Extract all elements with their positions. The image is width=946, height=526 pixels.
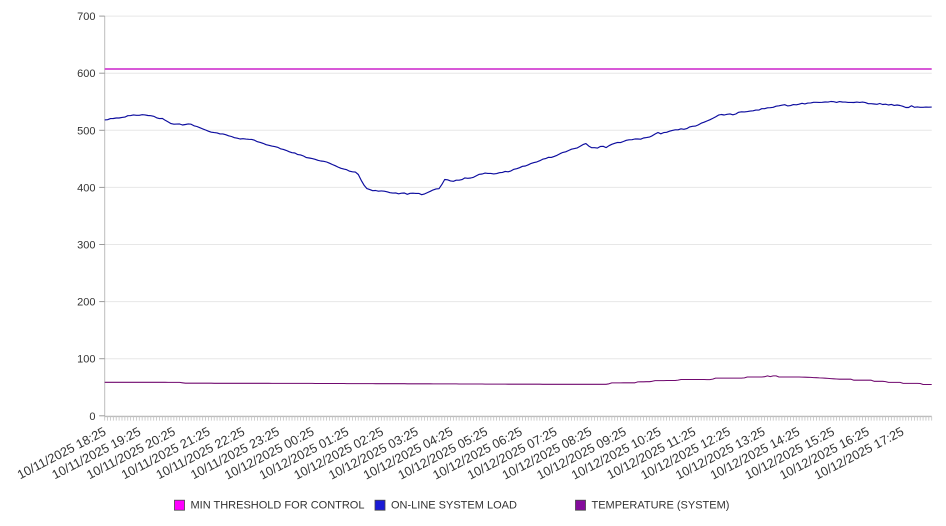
svg-text:100: 100 (77, 354, 95, 366)
svg-text:ON-LINE SYSTEM LOAD: ON-LINE SYSTEM LOAD (391, 500, 517, 512)
svg-text:600: 600 (77, 68, 95, 80)
svg-text:MIN THRESHOLD FOR CONTROL: MIN THRESHOLD FOR CONTROL (191, 500, 365, 512)
svg-text:TEMPERATURE (SYSTEM): TEMPERATURE (SYSTEM) (592, 500, 730, 512)
svg-text:200: 200 (77, 297, 95, 309)
svg-text:400: 400 (77, 182, 95, 194)
svg-text:700: 700 (77, 11, 95, 23)
svg-text:500: 500 (77, 125, 95, 137)
svg-text:0: 0 (89, 411, 95, 423)
svg-text:300: 300 (77, 240, 95, 252)
